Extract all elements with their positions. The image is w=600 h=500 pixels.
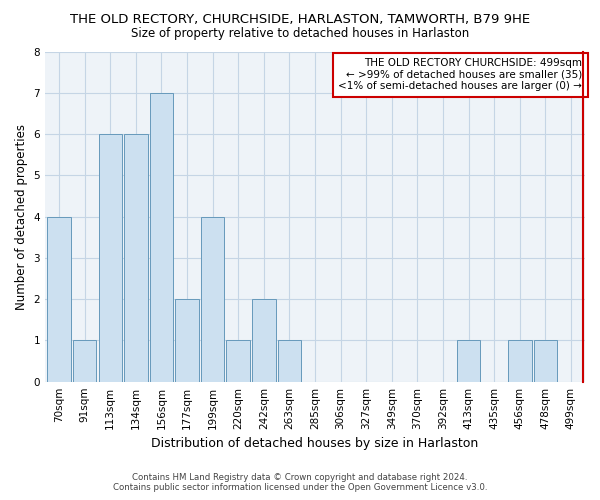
Text: THE OLD RECTORY CHURCHSIDE: 499sqm
← >99% of detached houses are smaller (35)
<1: THE OLD RECTORY CHURCHSIDE: 499sqm ← >99…: [338, 58, 583, 92]
Text: THE OLD RECTORY, CHURCHSIDE, HARLASTON, TAMWORTH, B79 9HE: THE OLD RECTORY, CHURCHSIDE, HARLASTON, …: [70, 12, 530, 26]
Bar: [98, 134, 122, 382]
Bar: [175, 299, 199, 382]
Bar: [457, 340, 481, 382]
Bar: [278, 340, 301, 382]
Bar: [47, 216, 71, 382]
Text: Contains HM Land Registry data © Crown copyright and database right 2024.
Contai: Contains HM Land Registry data © Crown c…: [113, 473, 487, 492]
Text: Size of property relative to detached houses in Harlaston: Size of property relative to detached ho…: [131, 28, 469, 40]
Bar: [201, 216, 224, 382]
Bar: [226, 340, 250, 382]
Bar: [73, 340, 97, 382]
Bar: [508, 340, 532, 382]
Bar: [150, 93, 173, 382]
Bar: [533, 340, 557, 382]
Y-axis label: Number of detached properties: Number of detached properties: [15, 124, 28, 310]
X-axis label: Distribution of detached houses by size in Harlaston: Distribution of detached houses by size …: [151, 437, 479, 450]
Bar: [252, 299, 275, 382]
Bar: [124, 134, 148, 382]
